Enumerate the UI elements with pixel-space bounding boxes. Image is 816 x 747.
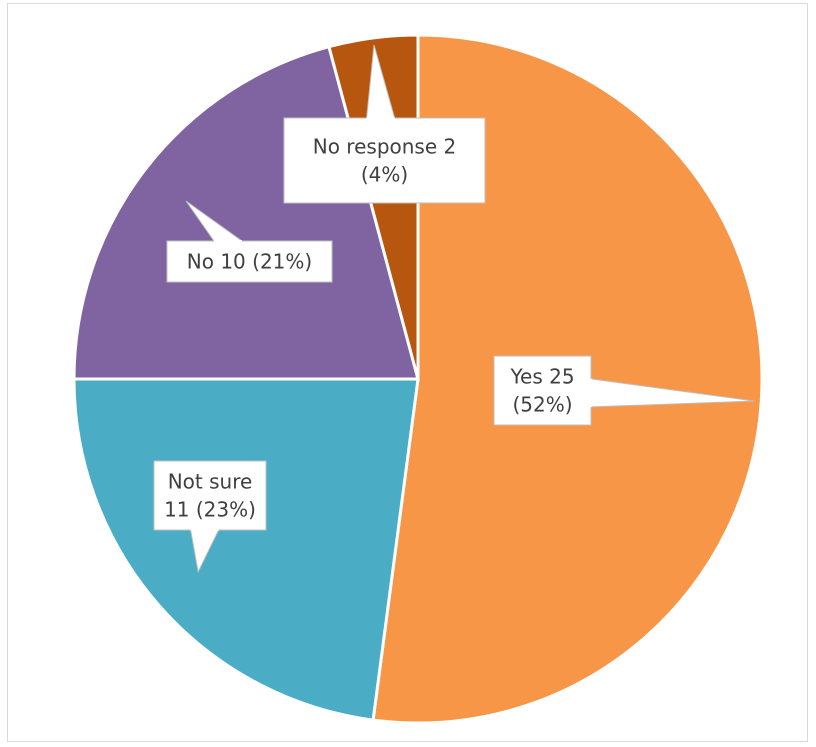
- pie-slice-not-sure: [72, 377, 420, 722]
- callout-box: [493, 355, 592, 426]
- data-label: No 10 (21%): [187, 250, 312, 274]
- chart-area: Yes 25 (52%) Not sure 11 (23%) No 10 (21%) No…: [7, 3, 808, 742]
- callout-yes: Yes 25 (52%): [493, 355, 755, 426]
- data-label: (4%): [361, 163, 408, 187]
- data-label: Yes 25: [509, 365, 574, 389]
- pie-chart: Yes 25 (52%) Not sure 11 (23%) No 10 (21%) No…: [72, 33, 764, 725]
- callout-no: No 10 (21%): [166, 200, 333, 283]
- data-label: No response 2: [313, 135, 456, 159]
- callout-no-response: No response 2 (4%): [283, 44, 486, 204]
- data-label: (52%): [512, 393, 572, 417]
- data-label: 11 (23%): [164, 498, 256, 522]
- data-label: Not sure: [168, 470, 253, 494]
- callout-box: [283, 117, 486, 204]
- callout-box: [153, 460, 267, 531]
- callout-box: [166, 240, 333, 283]
- callout-not-sure: Not sure 11 (23%): [153, 460, 267, 574]
